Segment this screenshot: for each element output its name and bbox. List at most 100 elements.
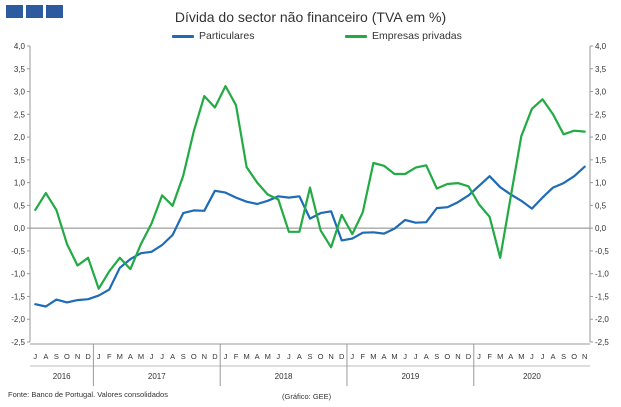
y-tick-label-right: 3,5	[595, 65, 607, 74]
x-month-label: J	[287, 352, 291, 361]
chart-title: Dívida do sector não financeiro (TVA em …	[174, 9, 447, 25]
logo-square	[46, 5, 63, 18]
logo	[6, 5, 63, 18]
x-month-label: M	[370, 352, 376, 361]
legend-label: Particulares	[199, 30, 255, 42]
y-tick-label-left: 1,5	[14, 156, 26, 165]
x-month-label: M	[243, 352, 249, 361]
x-month-label: F	[234, 352, 239, 361]
x-month-label: J	[276, 352, 280, 361]
x-year-label: 2019	[401, 372, 419, 381]
legend-item-empresas-privadas: Empresas privadas	[345, 30, 462, 42]
x-month-label: M	[265, 352, 271, 361]
x-month-label: A	[551, 352, 556, 361]
x-month-label: J	[414, 352, 418, 361]
y-tick-label-left: 4,0	[14, 42, 26, 51]
x-month-label: D	[339, 352, 345, 361]
x-month-label: M	[497, 352, 503, 361]
logo-square	[26, 5, 43, 18]
legend-item-particulares: Particulares	[172, 30, 254, 42]
y-tick-label-right: -1,5	[595, 292, 609, 301]
x-month-label: S	[434, 352, 439, 361]
y-tick-label-right: 0,5	[595, 201, 607, 210]
y-tick-label-left: -1,0	[11, 270, 25, 279]
x-month-label: A	[170, 352, 175, 361]
x-month-label: A	[381, 352, 386, 361]
x-month-label: F	[487, 352, 492, 361]
y-tick-label-left: 2,5	[14, 110, 26, 119]
x-year-label: 2017	[148, 372, 166, 381]
x-month-label: O	[318, 352, 324, 361]
y-tick-label-left: 3,0	[14, 88, 26, 97]
x-month-label: J	[160, 352, 164, 361]
x-month-label: O	[191, 352, 197, 361]
source-note: Fonte: Banco de Portugal. Valores consol…	[8, 390, 168, 399]
y-tick-label-right: 3,0	[595, 88, 607, 97]
x-month-label: M	[138, 352, 144, 361]
y-tick-label-right: -2,5	[595, 338, 609, 347]
x-month-label: A	[297, 352, 302, 361]
x-month-label: J	[97, 352, 101, 361]
y-tick-label-left: -2,0	[11, 315, 25, 324]
x-month-label: A	[255, 352, 260, 361]
y-tick-label-right: -1,0	[595, 270, 609, 279]
y-tick-label-left: 0,5	[14, 201, 26, 210]
x-month-label: J	[530, 352, 534, 361]
x-month-label: N	[455, 352, 460, 361]
y-tick-label-right: 2,5	[595, 110, 607, 119]
x-month-label: J	[477, 352, 481, 361]
x-month-label: A	[508, 352, 513, 361]
x-year-label: 2020	[523, 372, 541, 381]
x-month-label: J	[224, 352, 228, 361]
x-month-label: O	[571, 352, 577, 361]
x-month-label: J	[541, 352, 545, 361]
legend-swatch	[345, 34, 367, 38]
x-month-label: N	[582, 352, 587, 361]
credit-note: (Gráfico: GEE)	[282, 392, 332, 401]
x-month-label: M	[391, 352, 397, 361]
x-month-label: J	[150, 352, 154, 361]
x-month-label: N	[75, 352, 80, 361]
logo-square	[6, 5, 23, 18]
legend-label: Empresas privadas	[372, 30, 462, 42]
x-year-label: 2016	[53, 372, 71, 381]
x-month-label: O	[64, 352, 70, 361]
x-year-label: 2018	[275, 372, 293, 381]
x-month-label: N	[328, 352, 333, 361]
y-tick-label-right: 1,0	[595, 179, 607, 188]
y-tick-label-right: 0,0	[595, 224, 607, 233]
x-month-label: D	[212, 352, 218, 361]
y-tick-label-left: 2,0	[14, 133, 26, 142]
y-tick-label-right: -0,5	[595, 247, 609, 256]
y-tick-label-left: -1,5	[11, 292, 25, 301]
x-month-label: O	[444, 352, 450, 361]
x-month-label: A	[128, 352, 133, 361]
y-tick-label-right: 1,5	[595, 156, 607, 165]
x-month-label: N	[202, 352, 207, 361]
x-month-label: J	[33, 352, 37, 361]
y-tick-label-left: -2,5	[11, 338, 25, 347]
y-tick-label-left: 0,0	[14, 224, 26, 233]
series-line-particulares	[34, 165, 586, 308]
legend-swatch	[172, 34, 194, 38]
y-tick-label-left: -0,5	[11, 247, 25, 256]
x-month-label: A	[43, 352, 48, 361]
y-tick-label-right: 2,0	[595, 133, 607, 142]
x-month-label: J	[403, 352, 407, 361]
y-tick-label-left: 1,0	[14, 179, 26, 188]
x-month-label: F	[361, 352, 366, 361]
x-month-label: S	[307, 352, 312, 361]
y-tick-label-right: 4,0	[595, 42, 607, 51]
series-line-empresas-privadas	[34, 84, 586, 290]
x-month-label: A	[424, 352, 429, 361]
x-month-label: S	[181, 352, 186, 361]
y-tick-label-right: -2,0	[595, 315, 609, 324]
x-month-label: D	[85, 352, 91, 361]
x-month-label: F	[107, 352, 112, 361]
x-month-label: S	[561, 352, 566, 361]
x-month-label: S	[54, 352, 59, 361]
x-month-label: J	[350, 352, 354, 361]
x-month-label: M	[518, 352, 524, 361]
y-tick-label-left: 3,5	[14, 65, 26, 74]
